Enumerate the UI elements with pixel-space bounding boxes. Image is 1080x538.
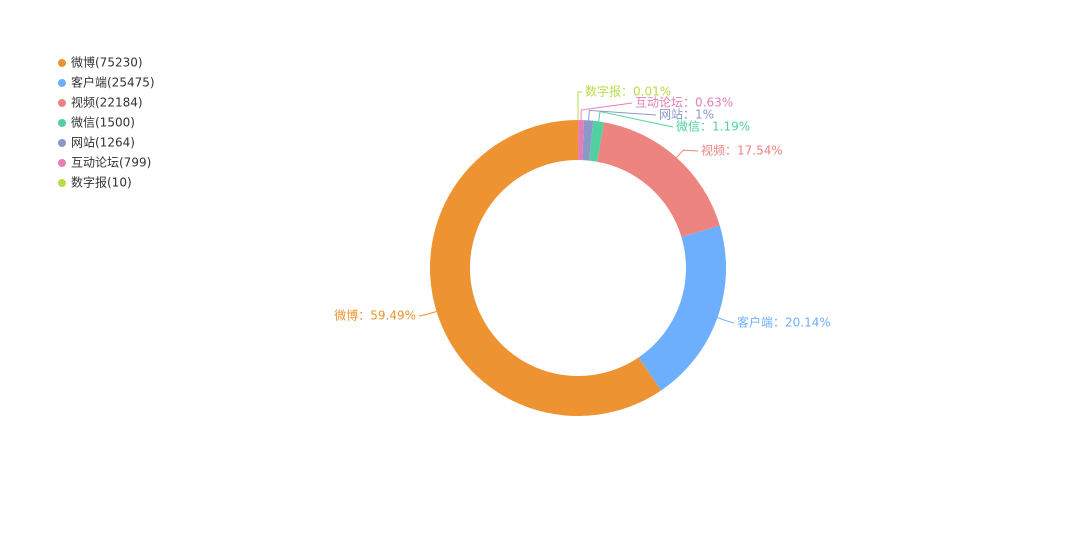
legend-label: 数字报(10) (71, 175, 132, 190)
legend-marker (58, 59, 66, 67)
leader-line (418, 310, 437, 317)
leader-line (717, 317, 735, 324)
legend-marker (58, 119, 66, 127)
slice-label: 互动论坛：0.63% (635, 96, 733, 110)
donut-slice (597, 122, 720, 238)
leader-line (588, 109, 657, 121)
legend-label: 客户端(25475) (71, 75, 155, 90)
slice-label: 数字报：0.01% (585, 84, 671, 99)
slice-label: 视频：17.54% (701, 143, 783, 158)
legend-marker (58, 159, 66, 167)
legend-label: 视频(22184) (71, 95, 143, 110)
legend-label: 网站(1264) (71, 136, 135, 150)
slice-label: 客户端：20.14% (737, 315, 831, 330)
slice-label: 微信：1.19% (676, 120, 750, 134)
leader-line (577, 91, 582, 121)
legend-label: 互动论坛(799) (71, 156, 151, 170)
donut-slice (638, 225, 726, 391)
legend-marker (58, 139, 66, 147)
legend-marker (58, 79, 66, 87)
donut-slice (582, 120, 594, 161)
slice-label: 网站：1% (659, 108, 714, 122)
donut-slice (589, 120, 605, 162)
legend-marker (58, 179, 66, 187)
legend-label: 微信(1500) (71, 116, 135, 130)
donut-slice (430, 120, 662, 417)
legend-marker (58, 99, 66, 107)
leader-line (676, 149, 699, 158)
donut-slice (578, 120, 584, 161)
leader-line (580, 102, 633, 121)
slice-label: 微博：59.49% (334, 308, 416, 323)
legend-label: 微博(75230) (71, 55, 143, 70)
